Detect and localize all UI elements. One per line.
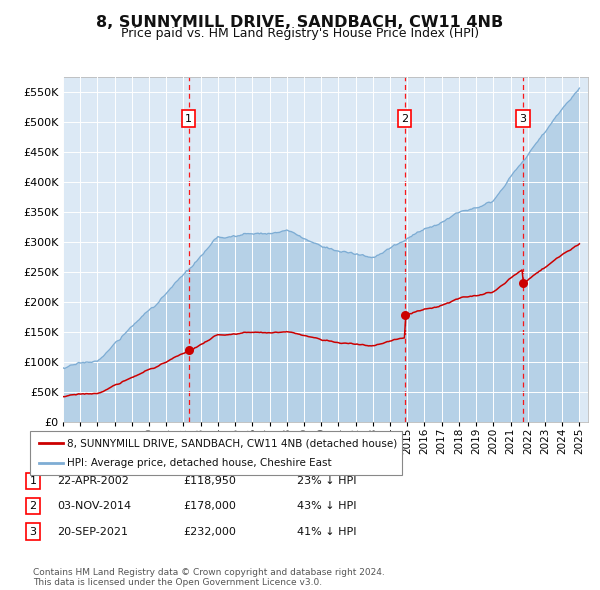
- Text: 3: 3: [520, 114, 526, 124]
- Text: 20-SEP-2021: 20-SEP-2021: [57, 527, 128, 536]
- Text: Contains HM Land Registry data © Crown copyright and database right 2024.
This d: Contains HM Land Registry data © Crown c…: [33, 568, 385, 587]
- Text: £178,000: £178,000: [183, 502, 236, 511]
- Text: 2: 2: [29, 502, 37, 511]
- Text: £118,950: £118,950: [183, 476, 236, 486]
- Text: HPI: Average price, detached house, Cheshire East: HPI: Average price, detached house, Ches…: [67, 458, 332, 467]
- Text: 41% ↓ HPI: 41% ↓ HPI: [297, 527, 356, 536]
- Text: 8, SUNNYMILL DRIVE, SANDBACH, CW11 4NB (detached house): 8, SUNNYMILL DRIVE, SANDBACH, CW11 4NB (…: [67, 438, 397, 448]
- Text: 43% ↓ HPI: 43% ↓ HPI: [297, 502, 356, 511]
- Text: Price paid vs. HM Land Registry's House Price Index (HPI): Price paid vs. HM Land Registry's House …: [121, 27, 479, 40]
- Text: 1: 1: [185, 114, 192, 124]
- Text: 2: 2: [401, 114, 408, 124]
- Text: 1: 1: [29, 476, 37, 486]
- Text: 3: 3: [29, 527, 37, 536]
- Text: 03-NOV-2014: 03-NOV-2014: [57, 502, 131, 511]
- Text: £232,000: £232,000: [183, 527, 236, 536]
- Text: 22-APR-2002: 22-APR-2002: [57, 476, 129, 486]
- Text: 8, SUNNYMILL DRIVE, SANDBACH, CW11 4NB: 8, SUNNYMILL DRIVE, SANDBACH, CW11 4NB: [97, 15, 503, 30]
- Text: 23% ↓ HPI: 23% ↓ HPI: [297, 476, 356, 486]
